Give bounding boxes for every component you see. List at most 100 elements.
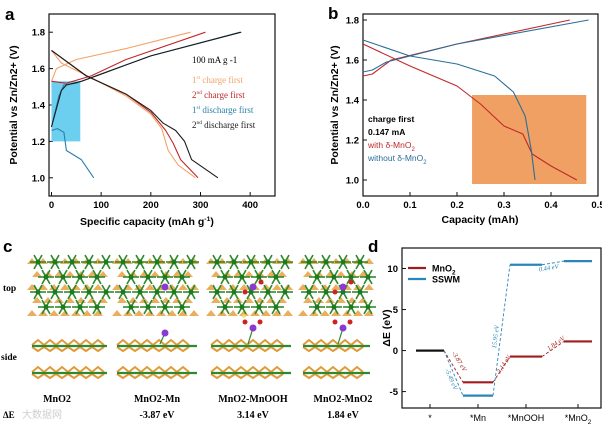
mn-atom [248,259,254,265]
side-oxygen-bond [234,373,248,380]
transition-line [492,264,511,396]
panel-label-b: b [328,4,338,23]
side-oxygen-bond [350,338,364,346]
step-energy-label: 0.44 eV [538,263,560,273]
side-oxygen-bond [31,338,45,346]
x-tick-label: 0.0 [356,200,369,211]
mn-atom [52,289,58,295]
side-oxygen-bond [67,365,81,373]
side-oxygen-bond [302,346,316,353]
adsorbed-mn-atom [161,329,169,337]
legend-entry: 1st charge first [192,75,243,85]
oxygen-atom [134,310,144,316]
side-oxygen-bond [326,338,340,346]
mn-atom [340,259,346,265]
structure-top-view [206,254,293,316]
step-energy-label: 15.95 eV [491,324,501,349]
mn-atom [77,274,83,280]
y-tick-label: 1.6 [32,64,45,75]
side-oxygen-bond [164,373,178,380]
x-tick-label: 0 [49,200,54,211]
oxygen-adsorbate [347,319,353,325]
mn-atom [239,274,245,280]
oxygen-atom [222,297,232,303]
mn-atom [231,259,237,265]
side-oxygen-bond [176,346,190,353]
x-tick-label: 0.2 [450,200,463,211]
mn-atom [331,274,337,280]
side-oxygen-bond [302,338,316,346]
mn-atom [52,259,58,265]
row-label-side: side [1,353,17,363]
legend-entry: 2nd discharge first [192,120,256,130]
series-line-1st-discharge-first [51,128,95,179]
oxygen-atom [353,310,363,316]
mn-atom [77,304,83,310]
structure-top-view [112,254,199,316]
x-axis-label-b: Capacity (mAh) [441,214,518,226]
x-tick-label: 0.5 [591,200,602,211]
side-oxygen-bond [222,338,236,346]
mn-atom [128,274,134,280]
x-category-label: *MnOOH [508,413,545,423]
oxygen-atom [65,271,75,277]
side-oxygen-bond [246,338,260,346]
mn-atom [273,274,279,280]
adsorbed-mn-atom [249,324,257,332]
mn-atom [282,289,288,295]
mn-atom [256,274,262,280]
side-oxygen-bond [314,346,328,353]
series-line-with-MnO2 [362,43,578,181]
oxygen-atom [128,297,138,303]
transition-line [443,350,464,383]
oxygen-atom [172,271,182,277]
x-category-label: *Mn [470,413,486,423]
side-oxygen-bond [258,365,272,373]
side-oxygen-bond [91,373,105,380]
step-energy-label: 1.84 eV [546,335,567,353]
mn-atom [365,304,371,310]
side-oxygen-bond [152,373,166,380]
side-oxygen-bond [91,338,105,346]
mn-atom [306,259,312,265]
highlight-region [51,81,81,142]
watermark: 大数据网 [22,408,62,421]
side-oxygen-bond [270,346,284,353]
mn-atom [357,259,363,265]
side-oxygen-bond [116,373,130,380]
side-oxygen-bond [128,338,142,346]
side-oxygen-bond [270,338,284,346]
oxygen-atom [167,310,177,316]
side-oxygen-bond [116,338,130,346]
side-oxygen-bond [79,373,93,380]
mn-atom [222,304,228,310]
legend-entry: 1st discharge first [192,105,254,115]
side-oxygen-bond [302,373,316,380]
y-tick-label: -5 [390,387,399,398]
mn-atom [137,259,143,265]
oxygen-atom [183,271,193,277]
side-oxygen-bond [302,365,316,373]
oxygen-atom [298,310,308,316]
legend-title: 100 mA g -1 [192,55,237,65]
legend-entry: 2nd charge first [192,90,245,100]
structure-name: MnO2-MnOOH [218,394,288,405]
mn-atom [323,289,329,295]
side-oxygen-bond [210,365,224,373]
oxygen-atom [331,258,341,264]
oxygen-atom [303,297,313,303]
mn-atom [35,289,41,295]
oxygen-atom [150,271,160,277]
annotation-current: 0.147 mA [368,127,405,137]
oxygen-atom [211,297,221,303]
structure-name: MnO2-MnO2 [314,394,373,405]
adsorbed-mn-atom-top [339,283,347,291]
row-label-top: top [3,284,16,294]
mn-atom [214,289,220,295]
mn-atom [323,259,329,265]
structure-energy: -3.87 eV [140,410,176,421]
transition-line [541,341,565,357]
side-oxygen-bond [350,346,364,353]
mn-atom [145,274,151,280]
oxygen-adsorbate [257,319,263,325]
